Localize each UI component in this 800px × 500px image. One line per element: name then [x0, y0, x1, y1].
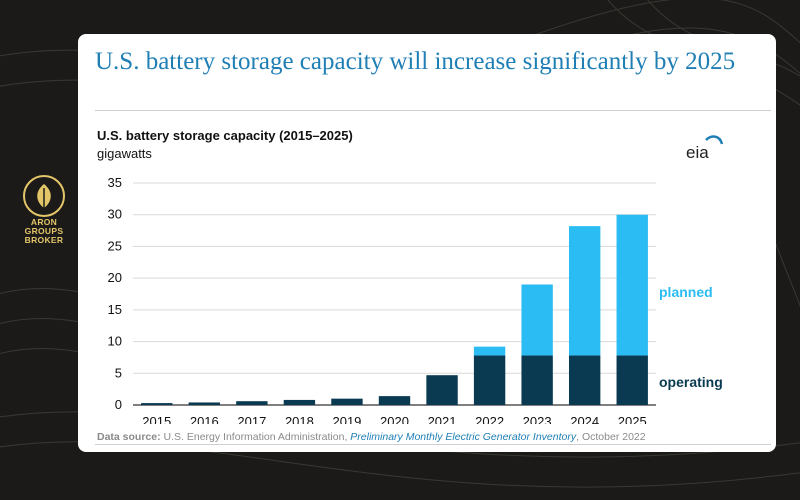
x-tick-label: 2021	[428, 414, 457, 424]
x-tick-label: 2019	[332, 414, 361, 424]
bar-planned-2023	[521, 284, 553, 356]
y-tick-label: 10	[108, 334, 122, 349]
legend-planned: planned	[659, 284, 713, 300]
page-title: U.S. battery storage capacity will incre…	[95, 48, 736, 75]
bar-operating-2019	[331, 398, 363, 405]
bar-operating-2015	[141, 403, 173, 405]
data-source: Data source: U.S. Energy Information Adm…	[97, 431, 646, 443]
bar-operating-2024	[568, 355, 601, 405]
bar-operating-2018	[283, 399, 316, 405]
x-tick-label: 2024	[570, 414, 599, 424]
bar-operating-2023	[521, 355, 553, 405]
bar-operating-2022	[473, 355, 506, 405]
bar-operating-2020	[378, 396, 411, 405]
logo-line-2: GROUPS	[24, 226, 64, 236]
x-tick-label: 2017	[237, 414, 266, 424]
leaf-emblem-icon	[23, 175, 65, 217]
chart-y-unit: gigawatts	[97, 146, 152, 161]
y-tick-label: 0	[115, 397, 122, 412]
bar-planned-2024	[568, 226, 601, 356]
chart-title: U.S. battery storage capacity (2015–2025…	[97, 128, 353, 143]
x-tick-label: 2015	[142, 414, 171, 424]
aron-groups-logo: ARON GROUPS BROKER	[14, 174, 74, 245]
eia-logo-text: eia	[686, 143, 709, 162]
y-tick-label: 5	[115, 365, 122, 380]
x-tick-label: 2022	[475, 414, 504, 424]
y-tick-label: 20	[108, 270, 122, 285]
x-tick-label: 2018	[285, 414, 314, 424]
bar-planned-2022	[473, 346, 506, 356]
x-tick-label: 2020	[380, 414, 409, 424]
bar-operating-2025	[616, 355, 648, 405]
y-tick-label: 25	[108, 238, 122, 253]
source-agency: U.S. Energy Information Administration,	[160, 431, 351, 443]
y-tick-label: 15	[108, 302, 122, 317]
x-tick-label: 2025	[618, 414, 647, 424]
bar-operating-2017	[236, 401, 268, 405]
y-tick-label: 35	[108, 175, 122, 190]
chart-card: U.S. battery storage capacity will incre…	[78, 34, 776, 452]
x-tick-label: 2023	[523, 414, 552, 424]
source-report: Preliminary Monthly Electric Generator I…	[350, 431, 577, 443]
x-tick-label: 2016	[190, 414, 219, 424]
bar-operating-2021	[426, 375, 458, 405]
logo-line-3: BROKER	[24, 235, 64, 245]
bar-planned-2025	[616, 214, 648, 356]
source-date: , October 2022	[576, 431, 646, 443]
bottom-divider	[95, 444, 771, 445]
title-divider	[95, 110, 771, 111]
legend-operating: operating	[659, 374, 723, 390]
y-tick-label: 30	[108, 207, 122, 222]
source-prefix: Data source:	[97, 431, 161, 443]
bar-operating-2016	[188, 402, 221, 405]
eia-logo-icon: eia	[686, 135, 724, 162]
logo-line-1: ARON	[30, 217, 58, 227]
